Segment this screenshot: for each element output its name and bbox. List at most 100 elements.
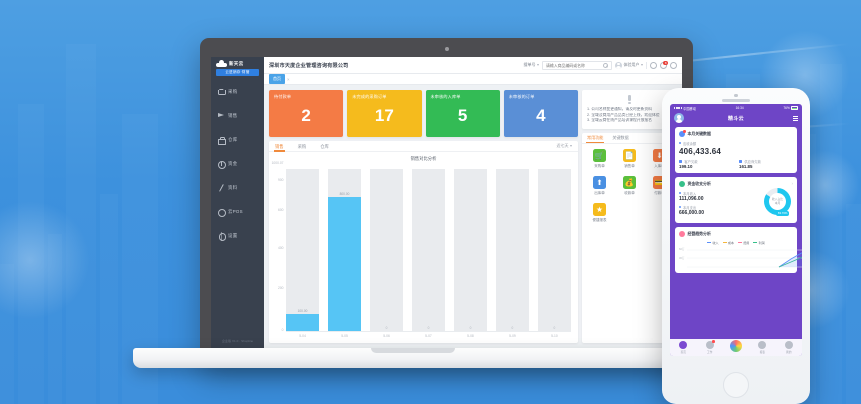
tabbar-item-add[interactable] bbox=[723, 339, 749, 353]
kpi-card-unapproved-orders[interactable]: 未审核的订单 4 bbox=[503, 90, 578, 137]
bar-group[interactable]: 0 bbox=[453, 163, 487, 331]
doc-icon: 📄 bbox=[623, 148, 636, 162]
status-time: 16:34 bbox=[735, 106, 744, 110]
tabbar-item-profile[interactable]: 我的 bbox=[776, 341, 802, 354]
sidebar-item-label: 资金 bbox=[228, 161, 238, 166]
headset-icon[interactable] bbox=[650, 61, 657, 69]
tabbar-label: 我的 bbox=[786, 351, 792, 354]
bar-group[interactable]: 0 bbox=[537, 163, 571, 331]
chevron-right-icon[interactable]: › bbox=[791, 180, 794, 186]
bar-track bbox=[495, 169, 529, 331]
shortcut-item[interactable]: 📄 销售单 bbox=[616, 148, 643, 169]
avatar[interactable] bbox=[674, 113, 684, 123]
tab-key-data[interactable]: 关键数据 bbox=[612, 135, 629, 141]
bar-group[interactable]: 100.00 bbox=[286, 163, 320, 331]
legend-item: 收入 bbox=[707, 240, 719, 245]
bar-track bbox=[453, 169, 487, 331]
sidebar-item-warehouse[interactable]: 仓库 bbox=[211, 128, 264, 152]
bar-value-label: 0 bbox=[469, 325, 472, 330]
bell-icon[interactable]: 8 bbox=[660, 60, 668, 69]
sidebar-item-purchase[interactable]: 采购 bbox=[211, 80, 264, 104]
bullet-icon bbox=[679, 206, 681, 208]
y-tick: 60万 bbox=[679, 248, 685, 251]
logo[interactable]: 新天云 云进销存·财管 bbox=[211, 57, 264, 77]
phone-camera-icon bbox=[734, 94, 738, 98]
shortcut-glyph: ★ bbox=[596, 204, 603, 214]
chevron-down-icon bbox=[537, 64, 539, 66]
range-select[interactable]: 近七天 bbox=[556, 143, 572, 149]
notice-card: 1. 公司名称变更通知，请及时更新资料 2. 全域及商用产品品类已经上线，欢迎体… bbox=[582, 90, 677, 129]
sidebar-item-label: 采购 bbox=[228, 89, 238, 94]
shortcut-item[interactable]: 🛒 采购单 bbox=[586, 148, 613, 169]
laptop-base bbox=[133, 348, 693, 368]
sidebar-item-data[interactable]: 资料 bbox=[211, 176, 264, 200]
line-chart: 60万 30万 bbox=[679, 247, 802, 269]
range-label: 近七天 bbox=[556, 143, 569, 148]
plot-area: 100.00 800.00 0 0 0 0 0 bbox=[286, 163, 571, 332]
shortcut-item[interactable]: ★ 便捷报表 bbox=[586, 202, 613, 223]
search-icon[interactable] bbox=[603, 62, 609, 68]
close-icon[interactable]: × bbox=[287, 76, 290, 82]
legend-swatch bbox=[707, 241, 712, 244]
shortcut-label: 付款单 bbox=[654, 190, 665, 195]
chart-title: 销售对比分析 bbox=[410, 156, 437, 161]
search-input[interactable] bbox=[546, 62, 603, 68]
tab-purchase[interactable]: 采购 bbox=[297, 143, 307, 149]
y-tick: 900 bbox=[277, 177, 284, 182]
bar-group[interactable]: 0 bbox=[369, 163, 404, 331]
tab-home[interactable]: 首页 bbox=[269, 74, 285, 84]
phone-home-button[interactable] bbox=[723, 372, 749, 398]
kpi-value: 4 bbox=[536, 106, 546, 125]
content-area: 深圳市天度企业管理咨询有限公司 搜单号 bbox=[264, 57, 682, 348]
kpi-card-open-purchase-orders[interactable]: 未完成的采购订单 17 bbox=[347, 90, 422, 137]
y-tick: 1000.07 bbox=[271, 161, 284, 165]
sidebar-nav: 采购 销售 仓库 资金 bbox=[211, 80, 264, 248]
y-tick: 200 bbox=[277, 286, 284, 291]
square-icon bbox=[739, 159, 743, 164]
tab-warehouse[interactable]: 仓库 bbox=[320, 143, 329, 149]
sidebar-item-settings[interactable]: 设置 bbox=[211, 224, 264, 248]
card-header: 本月关键数据 bbox=[679, 130, 793, 137]
phone-card-cash-flow: 资金收支分析 › 本月收入 111,096.00 本月支出 666,000.00… bbox=[675, 177, 797, 223]
bar[interactable]: 100.00 bbox=[286, 309, 320, 331]
pen-icon bbox=[218, 185, 225, 192]
laptop-lid: 新天云 云进销存·财管 采购 销售 bbox=[200, 38, 693, 368]
tab-common-functions[interactable]: 常用功能 bbox=[585, 132, 605, 144]
bar-group[interactable]: 0 bbox=[495, 163, 529, 331]
sidebar-item-sales[interactable]: 销售 bbox=[211, 104, 264, 128]
notification-dot bbox=[712, 340, 715, 343]
bar[interactable]: 800.00 bbox=[327, 192, 362, 331]
kpi-card-unapproved-inbound[interactable]: 未审核的入库单 5 bbox=[425, 90, 500, 137]
sidebar-item-funds[interactable]: 资金 bbox=[211, 152, 264, 176]
chevron-down-icon bbox=[641, 64, 643, 66]
sidebar-item-pos[interactable]: 云POS bbox=[211, 200, 264, 224]
cloud-logo-icon bbox=[216, 60, 227, 67]
bar-value-label: 100.00 bbox=[297, 309, 308, 314]
tabbar-item-work[interactable]: 工作 bbox=[696, 340, 722, 354]
donut-center: 收入占比 本月 bbox=[772, 197, 783, 205]
bar-value-label: 800.00 bbox=[339, 191, 350, 196]
shortcut-item[interactable]: ⬆ 出库单 bbox=[586, 175, 613, 196]
company-name: 深圳市天度企业管理咨询有限公司 bbox=[269, 62, 349, 69]
help-icon[interactable] bbox=[670, 61, 677, 69]
kpi-title: 未完成的采购订单 bbox=[352, 94, 387, 99]
legend-item: 利润 bbox=[753, 240, 765, 245]
tabbar-item-home[interactable]: 首页 bbox=[670, 341, 696, 354]
shortcut-glyph: 💰 bbox=[624, 177, 635, 187]
legend-label: 费用 bbox=[743, 241, 750, 245]
search-box[interactable] bbox=[542, 60, 612, 70]
shortcut-item[interactable]: 💰 收款单 bbox=[616, 175, 643, 196]
user-menu[interactable]: 体验用户 bbox=[615, 61, 643, 69]
notice-line: 3. 全域云商在线产品培训课程开放报名 bbox=[587, 118, 652, 123]
cart-icon bbox=[218, 89, 226, 96]
bar-group[interactable]: 800.00 bbox=[327, 163, 362, 331]
sub-label: 客户欠款 bbox=[684, 160, 698, 164]
menu-icon[interactable] bbox=[793, 115, 798, 121]
metric-label-row: 应收余额 bbox=[679, 141, 793, 146]
tabbar-item-report[interactable]: 报表 bbox=[749, 341, 775, 354]
kpi-card-unpaid[interactable]: 待付款单 2 bbox=[269, 90, 344, 137]
tab-sales[interactable]: 销售 bbox=[274, 141, 285, 152]
search-scope-select[interactable]: 搜单号 bbox=[524, 62, 539, 68]
bar-group[interactable]: 0 bbox=[411, 163, 445, 331]
x-tick: 5-08 bbox=[467, 334, 474, 338]
